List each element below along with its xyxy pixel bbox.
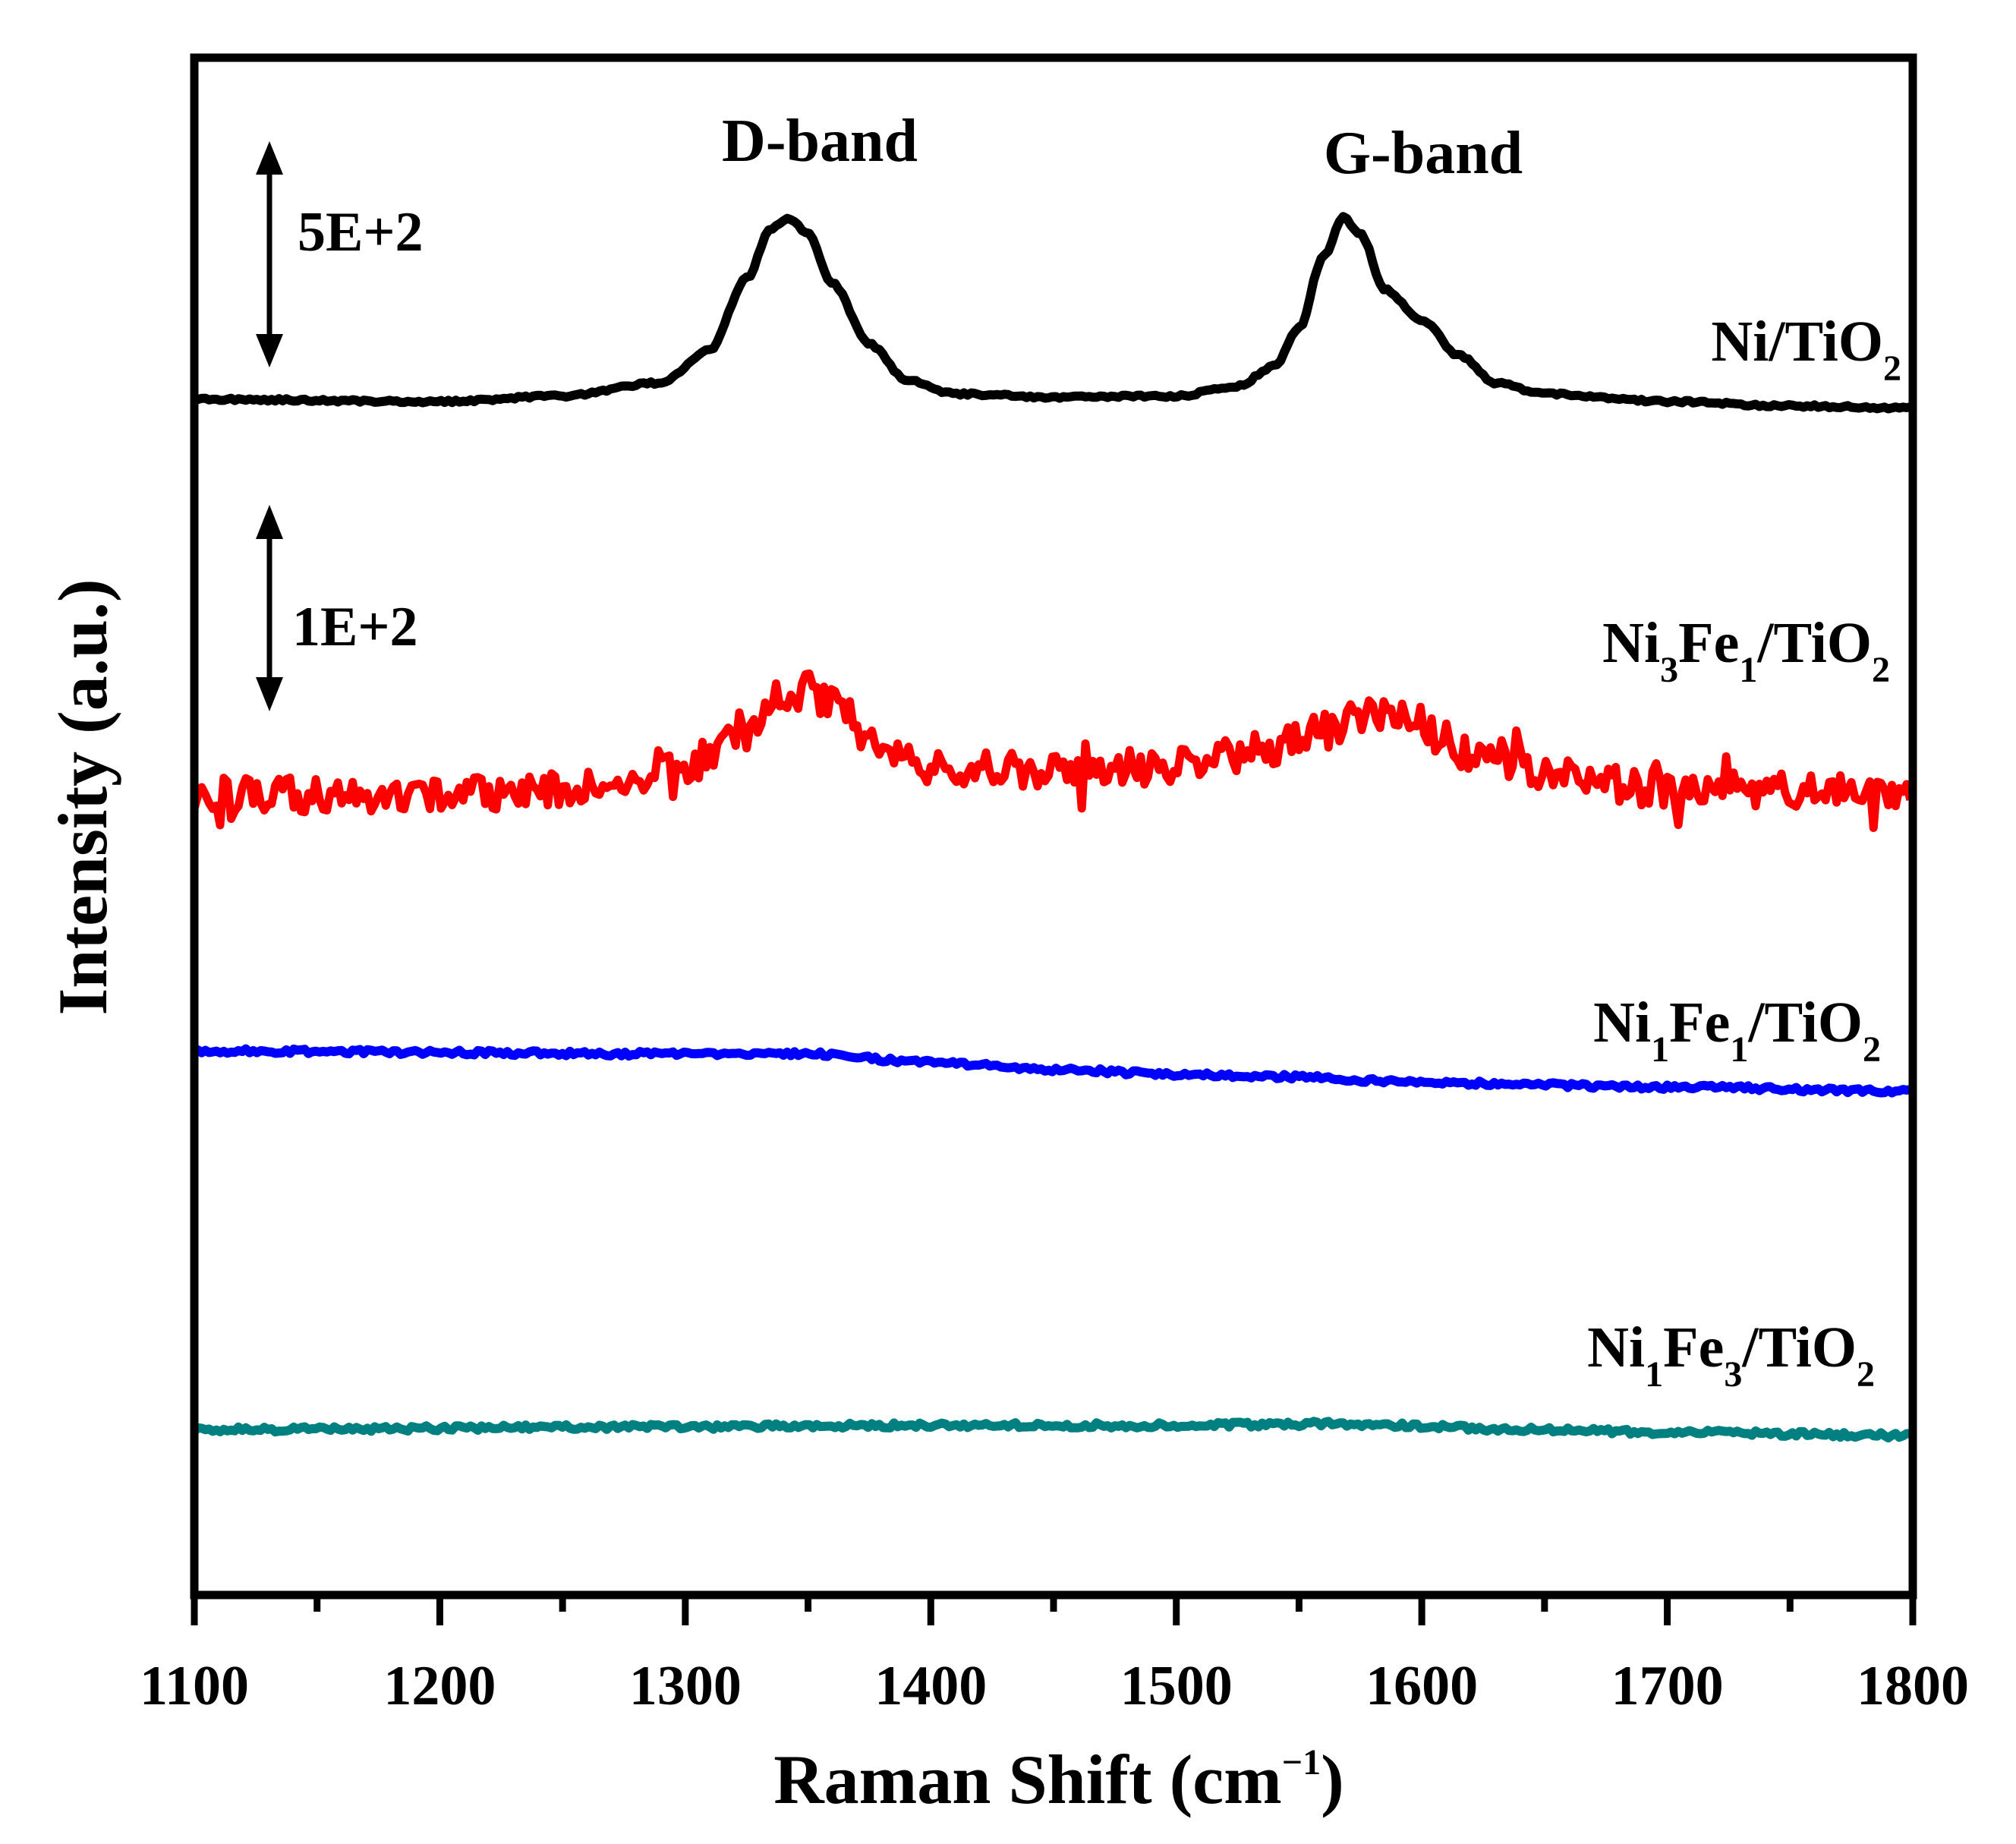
label-ni3fe1-part-ni: Ni [1602,611,1660,675]
x-tick-label-1600: 1600 [1366,1655,1478,1717]
series-line-ni1fe3-tio2 [191,1417,1911,1442]
label-ni1fe1-part-tio: /TiO [1747,991,1863,1054]
x-tick-label-1800: 1800 [1857,1655,1969,1717]
label-ni1fe1-sub-2: 2 [1863,1029,1881,1070]
x-axis-title: Raman Shift (cm−1) [773,1741,1344,1818]
x-axis-title-main: Raman Shift (cm [773,1741,1282,1818]
label-ni1fe1-part-ni: Ni [1593,991,1651,1054]
d-band-label: D-band [722,108,918,175]
series-line-ni1fe1-tio2 [191,1044,1911,1098]
x-tick-label-1400: 1400 [874,1655,987,1717]
scale-bar-top [256,141,283,367]
x-tick-label-1300: 1300 [629,1655,742,1717]
x-axis-title-sup: −1 [1282,1742,1321,1783]
scale-bar-mid [256,505,283,711]
label-ni3fe1-sub-1: 1 [1739,650,1757,690]
label-ni1fe1-part-fe: Fe [1669,991,1730,1054]
series-label-ni-tio2-sub: 2 [1883,348,1901,389]
label-ni1fe1-sub-1a: 1 [1651,1029,1669,1070]
label-ni1fe3-sub-3: 3 [1724,1354,1742,1395]
series-label-ni1fe3-tio2: Ni1Fe3/TiO2 [1587,1316,1875,1395]
series-line-ni3fe1-tio2 [190,669,1915,832]
series-label-ni1fe1-tio2: Ni1Fe1/TiO2 [1593,991,1881,1070]
x-tick-label-1100: 1100 [140,1655,249,1717]
scale-label-mid: 1E+2 [292,596,418,658]
x-tick-label-1700: 1700 [1611,1655,1724,1717]
x-tick-label-1500: 1500 [1120,1655,1233,1717]
series-line-ni-tio2 [193,212,1911,414]
label-ni3fe1-part-tio: /TiO [1756,611,1872,675]
y-axis-title: Intensity (a.u.) [44,578,121,1015]
series-label-ni-tio2: Ni/TiO2 [1711,310,1901,389]
label-ni1fe3-part-fe: Fe [1663,1316,1724,1379]
label-ni1fe3-part-ni: Ni [1587,1316,1645,1379]
label-ni1fe3-part-tio: /TiO [1741,1316,1857,1379]
series-label-ni-tio2-main: Ni/TiO [1711,310,1883,374]
label-ni3fe1-sub-2: 2 [1872,650,1890,690]
label-ni1fe1-sub-1b: 1 [1730,1029,1748,1070]
label-ni3fe1-part-fe: Fe [1678,611,1739,675]
label-ni3fe1-sub-3: 3 [1660,650,1678,690]
x-tick-label-1200: 1200 [383,1655,496,1717]
scale-label-top: 5E+2 [298,201,424,263]
x-axis-title-close: ) [1321,1741,1344,1818]
g-band-label: G-band [1324,120,1523,187]
label-ni1fe3-sub-1: 1 [1645,1354,1663,1395]
x-axis-ticks: 1100 1200 1300 1400 1500 1600 1700 1800 [140,1595,1969,1717]
label-ni1fe3-sub-2: 2 [1857,1354,1875,1395]
series-layer [190,212,1915,1442]
series-label-ni3fe1-tio2: Ni3Fe1/TiO2 [1602,611,1890,690]
